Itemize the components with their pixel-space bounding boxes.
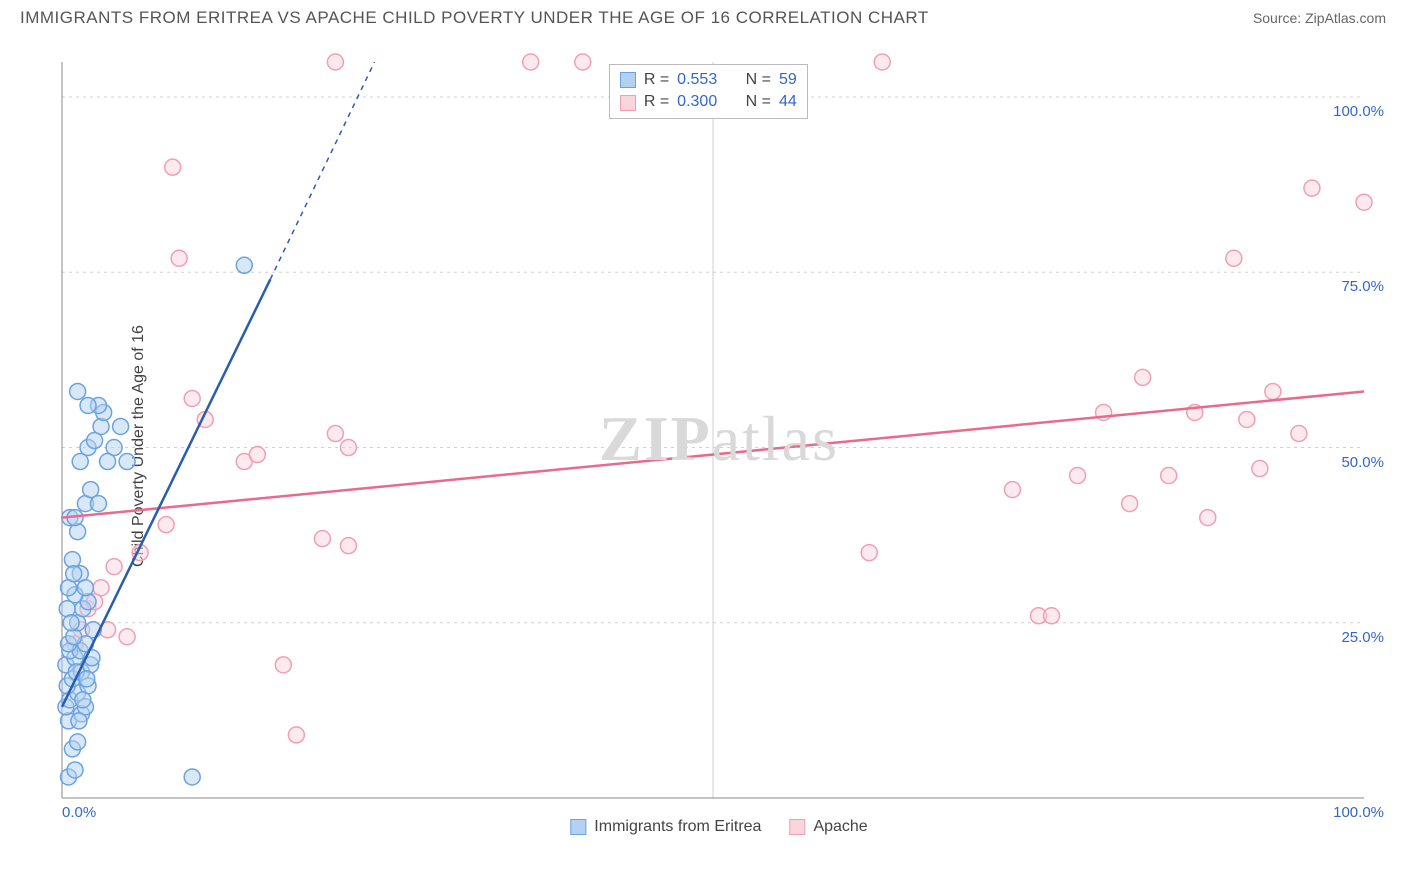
x-tick-label: 0.0% [62,804,96,821]
legend-bottom: Immigrants from Eritrea Apache [570,818,867,836]
legend-item: Apache [789,818,867,836]
legend-swatch-icon [789,819,805,835]
legend-swatch-icon [620,95,636,111]
y-tick-label: 25.0% [1341,629,1384,646]
legend-item: Immigrants from Eritrea [570,818,761,836]
legend-stats: R = 0.553 N = 59 R = 0.300 N = 44 [609,64,808,119]
y-tick-label: 100.0% [1333,103,1384,120]
scatter-chart [52,44,1386,834]
legend-label: Immigrants from Eritrea [594,818,761,836]
legend-stats-row: R = 0.300 N = 44 [620,91,797,113]
y-tick-label: 50.0% [1341,454,1384,471]
legend-stats-row: R = 0.553 N = 59 [620,69,797,91]
y-tick-label: 75.0% [1341,278,1384,295]
legend-swatch-icon [620,72,636,88]
source-label: Source: ZipAtlas.com [1253,10,1386,26]
legend-swatch-icon [570,819,586,835]
plot-area: ZIPatlas R = 0.553 N = 59 R = 0.300 N = … [52,44,1386,834]
legend-label: Apache [813,818,867,836]
chart-title: IMMIGRANTS FROM ERITREA VS APACHE CHILD … [20,8,929,28]
x-tick-label: 100.0% [1333,804,1384,821]
